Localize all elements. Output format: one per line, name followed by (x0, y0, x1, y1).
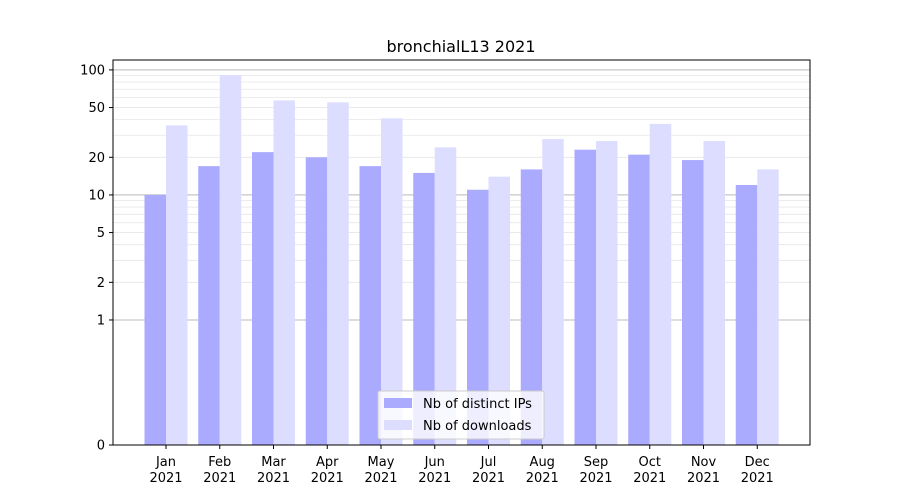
bar-downloads (542, 139, 564, 445)
legend-swatch-downloads (384, 420, 412, 430)
y-tick-label: 100 (80, 63, 105, 78)
bar-downloads (381, 118, 403, 445)
x-tick-label: Feb 2021 (203, 455, 236, 486)
legend-label-downloads: Nb of downloads (423, 419, 532, 434)
x-tick-label: Jun 2021 (418, 455, 451, 486)
bar-downloads (327, 102, 349, 445)
y-axis: 0 1 2 5 10 20 50 100 (80, 63, 113, 454)
bar-downloads (434, 147, 457, 446)
chart-title: bronchialL13 2021 (386, 37, 535, 56)
x-tick-label: May 2021 (364, 455, 397, 486)
plot-frame (112, 59, 811, 446)
bar-distinct-ips (467, 189, 489, 445)
x-tick-label: Nov 2021 (687, 455, 720, 486)
y-tick-label: 1 (97, 313, 105, 328)
bar-distinct-ips (735, 185, 758, 445)
x-tick-label: Oct 2021 (633, 455, 666, 486)
bar-distinct-ips (682, 160, 704, 445)
legend-label-distinct-ips: Nb of distinct IPs (423, 397, 532, 412)
bar-downloads (166, 125, 188, 445)
bar-distinct-ips (628, 154, 650, 446)
x-axis: Jan 2021 Feb 2021 Mar 2021 Apr 2021 May 2021 Jun 20… (149, 445, 774, 486)
y-tick-label: 0 (97, 439, 105, 454)
x-tick-label: Dec 2021 (741, 455, 774, 486)
y-tick-label: 10 (88, 188, 105, 203)
bar-downloads (488, 176, 510, 445)
bar-distinct-ips (359, 166, 381, 445)
legend-swatch-distinct-ips (384, 398, 412, 408)
x-tick-label: Jan 2021 (149, 455, 182, 486)
bar-distinct-ips (252, 152, 274, 445)
bar-downloads (757, 169, 779, 445)
bar-downloads (703, 140, 725, 445)
bar-downloads (649, 123, 672, 445)
y-tick-label: 20 (88, 151, 105, 166)
y-tick-label: 2 (97, 276, 105, 291)
x-tick-label: Sep 2021 (579, 455, 612, 486)
y-tick-label: 50 (88, 101, 105, 116)
legend: Nb of distinct IPs Nb of downloads (377, 390, 545, 440)
bar-distinct-ips (305, 157, 328, 445)
x-tick-label: Aug 2021 (526, 455, 559, 486)
x-tick-label: Apr 2021 (311, 455, 344, 486)
bar-downloads (219, 75, 242, 445)
legend-box (377, 390, 545, 440)
bars (144, 75, 779, 446)
bar-downloads (273, 100, 295, 445)
y-tick-label: 5 (97, 226, 105, 241)
bar-distinct-ips (413, 172, 435, 445)
x-tick-label: Jul 2021 (472, 455, 505, 486)
bar-downloads (596, 140, 618, 445)
bar-distinct-ips (144, 194, 166, 445)
x-tick-label: Mar 2021 (257, 455, 290, 486)
bar-distinct-ips (198, 166, 220, 445)
bar-distinct-ips (520, 169, 543, 445)
bar-distinct-ips (574, 149, 596, 446)
